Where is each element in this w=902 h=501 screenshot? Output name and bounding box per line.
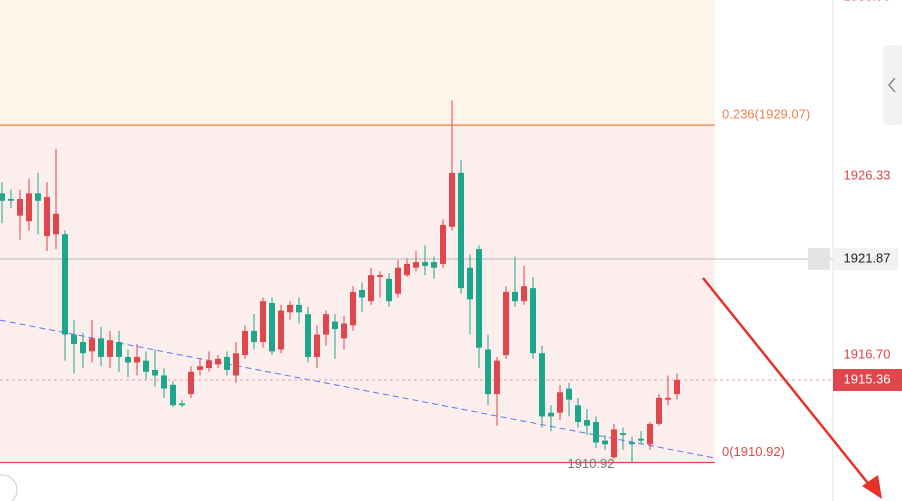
candle-body: [251, 330, 257, 343]
candle-body: [602, 440, 608, 445]
candle-body: [485, 349, 491, 395]
fib-label: 0(1910.92): [722, 444, 785, 459]
candle-body: [476, 249, 482, 348]
side-tab[interactable]: [883, 45, 902, 125]
candle-body: [80, 342, 86, 354]
candle-body: [161, 375, 167, 389]
candle-body: [557, 392, 563, 413]
candle-body: [287, 304, 293, 313]
candle-body: [206, 360, 212, 369]
candle-body: [305, 314, 311, 357]
low-label: 1910.92: [568, 456, 615, 471]
candle-body: [233, 353, 239, 376]
last-price-label: 1915.36: [844, 371, 891, 386]
candle-body: [638, 438, 644, 441]
candle-body: [620, 433, 626, 436]
candle-body: [224, 356, 230, 370]
candle-body: [350, 291, 356, 326]
candle-body: [134, 356, 140, 363]
fib-zone-lower: [0, 125, 715, 463]
candle-body: [449, 172, 455, 227]
candle-body: [431, 262, 437, 268]
candle-body: [71, 334, 77, 344]
candle-body: [44, 197, 50, 237]
candle-body: [656, 397, 662, 424]
y-tick-label: 1926.33: [844, 167, 891, 182]
crosshair-box: [834, 247, 898, 270]
candle-body: [341, 323, 347, 339]
fib-zone-upper: [0, 0, 715, 126]
candle-body: [170, 384, 176, 406]
candle-body: [8, 198, 14, 201]
y-tick-label: 1935.96: [844, 0, 891, 3]
candle-body: [116, 342, 122, 357]
candle-body: [125, 356, 131, 363]
candle-body: [0, 193, 5, 201]
candle-body: [314, 334, 320, 357]
candle-body: [143, 360, 149, 372]
alert-button: [808, 247, 830, 270]
fib-label: 0.236(1929.07): [722, 107, 810, 122]
candle-body: [17, 198, 23, 216]
candle-body: [89, 338, 95, 352]
arrow-line: [702, 277, 876, 493]
candle-body: [611, 429, 617, 458]
candle-body: [53, 213, 59, 235]
candle-body: [566, 388, 572, 400]
candle-body: [575, 405, 581, 422]
candle-body: [665, 397, 671, 400]
candle-body: [440, 224, 446, 264]
candle-body: [377, 275, 383, 277]
candle-body: [359, 290, 365, 298]
candle-body: [494, 360, 500, 395]
candle-body: [647, 423, 653, 445]
candle-body: [107, 340, 113, 357]
candle-body: [332, 321, 338, 330]
side-tab-arrow: [888, 77, 896, 93]
candle-body: [188, 371, 194, 395]
candle-body: [512, 291, 518, 302]
candle-body: [548, 412, 554, 417]
candle-body: [62, 234, 68, 335]
candle-body: [629, 442, 635, 445]
candle-body: [197, 366, 203, 370]
crosshair-label: 1921.87: [844, 250, 891, 265]
candle-body: [521, 286, 527, 302]
candle-body: [458, 172, 464, 289]
candle-body: [584, 420, 590, 426]
candle-body: [530, 288, 536, 354]
arrow-head: [862, 475, 882, 499]
candle-body: [215, 358, 221, 365]
candle-body: [395, 267, 401, 294]
candle-body: [386, 278, 392, 302]
candle-body: [179, 403, 185, 406]
last-price-box: [833, 368, 902, 391]
candle-body: [26, 193, 32, 222]
candle-body: [296, 304, 302, 313]
candle-body: [98, 338, 104, 357]
candle-body: [35, 193, 41, 201]
candle-body: [413, 262, 419, 268]
candle-body: [242, 330, 248, 356]
candle-body: [152, 369, 158, 376]
candle-body: [467, 267, 473, 300]
candle-body: [323, 314, 329, 335]
candle-body: [404, 263, 410, 276]
candle-body: [674, 379, 680, 395]
candle-body: [260, 301, 266, 343]
candle-body: [503, 291, 509, 356]
candle-body: [278, 310, 284, 350]
candle-body: [593, 421, 599, 443]
replay-button[interactable]: [0, 474, 18, 501]
candle-body: [539, 353, 545, 417]
candle-body: [422, 262, 428, 266]
candle-body: [368, 275, 374, 302]
y-tick-label: 1916.70: [844, 347, 891, 362]
candle-body: [269, 303, 275, 352]
